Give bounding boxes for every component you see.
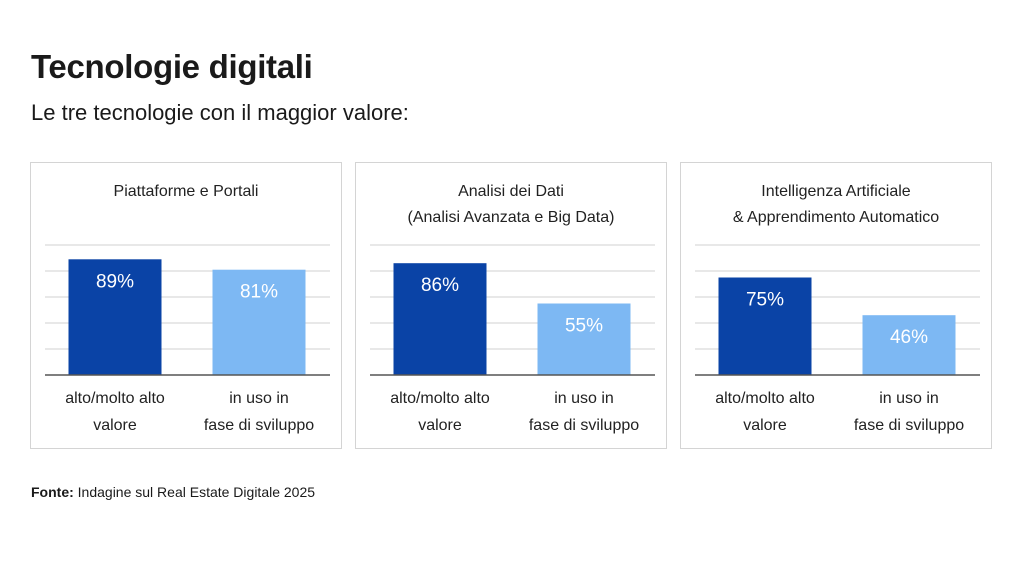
category-label: alto/molto alto (390, 390, 490, 407)
bar-high-value (68, 259, 162, 375)
bar-high-value (718, 277, 812, 375)
chart-title: Piattaforme e Portali (31, 179, 341, 205)
page-subtitle: Le tre tecnologie con il maggior valore: (31, 100, 409, 125)
data-label: 86% (421, 275, 459, 296)
bar-in-use (862, 315, 956, 375)
category-label: valore (418, 417, 462, 434)
chart-panel-ai: Intelligenza Artificiale & Apprendimento… (680, 162, 992, 449)
category-label: fase di sviluppo (854, 417, 964, 434)
bar-chart: 89% alto/molto alto valore 81% in uso in fase… (45, 244, 330, 434)
chart-title-line: (Analisi Avanzata e Big Data) (407, 209, 615, 226)
bar-in-use (212, 269, 306, 375)
chart-panel-data-analysis: Analisi dei Dati (Analisi Avanzata e Big… (355, 162, 667, 449)
data-label: 55% (565, 316, 603, 337)
chart-title: Intelligenza Artificiale & Apprendimento… (681, 179, 991, 231)
category-label: in uso in (554, 390, 614, 407)
category-label: in uso in (879, 390, 939, 407)
source-note: Fonte: Indagine sul Real Estate Digitale… (31, 484, 315, 500)
category-label: valore (93, 417, 137, 434)
source-text: Indagine sul Real Estate Digitale 2025 (77, 484, 316, 500)
category-label: in uso in (229, 390, 289, 407)
source-label: Fonte: (31, 484, 74, 500)
page-title: Tecnologie digitali (31, 48, 313, 85)
category-label: alto/molto alto (715, 390, 815, 407)
data-label: 46% (890, 327, 928, 348)
data-label: 89% (96, 271, 134, 292)
data-label: 81% (240, 282, 278, 303)
bar-high-value (393, 263, 487, 375)
chart-panel-platforms: Piattaforme e Portali 89% alto/molto alto… (30, 162, 342, 449)
chart-title-line: Intelligenza Artificiale (761, 183, 911, 200)
chart-title-line: Analisi dei Dati (458, 183, 564, 200)
category-label: fase di sviluppo (529, 417, 639, 434)
category-label: valore (743, 417, 787, 434)
chart-title-line: Piattaforme e Portali (113, 183, 259, 200)
bar-chart: 86% alto/molto alto valore 55% in uso in fase… (370, 244, 655, 434)
chart-title: Analisi dei Dati (Analisi Avanzata e Big… (356, 179, 666, 231)
category-label: fase di sviluppo (204, 417, 314, 434)
category-label: alto/molto alto (65, 390, 165, 407)
data-label: 75% (746, 290, 784, 311)
bar-chart: 75% alto/molto alto valore 46% in uso in fase… (695, 244, 980, 434)
chart-title-line: & Apprendimento Automatico (732, 209, 940, 226)
bar-in-use (537, 303, 631, 375)
